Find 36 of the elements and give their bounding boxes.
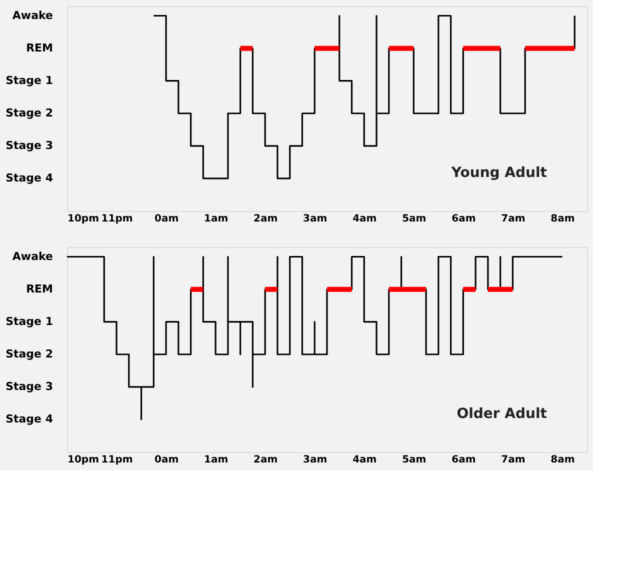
x-tick-label: 4am	[352, 454, 377, 466]
x-tick-label: 6am	[452, 454, 476, 466]
x-tick-label: 10pm	[68, 214, 99, 224]
text: Awake	[12, 250, 53, 263]
text: REM	[26, 41, 53, 54]
x-tick-label: 8am	[550, 214, 575, 224]
text: Stage 4	[6, 412, 54, 426]
text: Stage 2	[6, 106, 53, 120]
text: REM	[26, 282, 53, 296]
x-tick-label: 2am	[254, 454, 278, 466]
text: Stage 4	[6, 171, 54, 184]
text: Stage 3	[6, 138, 53, 152]
x-tick-label: 5am	[402, 214, 426, 224]
x-tick-label: 11pm	[101, 454, 133, 466]
annotation: Young Adult	[450, 165, 548, 181]
annotation: Older Adult	[456, 406, 548, 422]
x-tick-label: 7am	[501, 454, 526, 466]
x-tick-label: 3am	[303, 454, 328, 466]
x-tick-label: 0am	[154, 454, 179, 466]
x-tick-label: 11pm	[101, 214, 133, 224]
x-tick-label: 8am	[550, 454, 575, 466]
text: Stage 2	[6, 347, 53, 360]
x-tick-label: 4am	[352, 214, 377, 224]
text: Stage 3	[6, 380, 53, 393]
x-tick-label: 6am	[452, 214, 476, 224]
x-tick-label: 10pm	[68, 454, 99, 466]
x-tick-label: 0am	[154, 214, 179, 224]
text: Awake	[12, 8, 53, 22]
text: Stage 1	[6, 314, 53, 328]
text: Stage 1	[6, 74, 53, 87]
x-tick-label: 7am	[501, 214, 526, 224]
x-tick-label: 1am	[204, 454, 228, 466]
x-tick-label: 1am	[204, 214, 228, 224]
x-tick-label: 2am	[254, 214, 278, 224]
x-tick-label: 5am	[402, 454, 426, 466]
x-tick-label: 3am	[303, 214, 328, 224]
